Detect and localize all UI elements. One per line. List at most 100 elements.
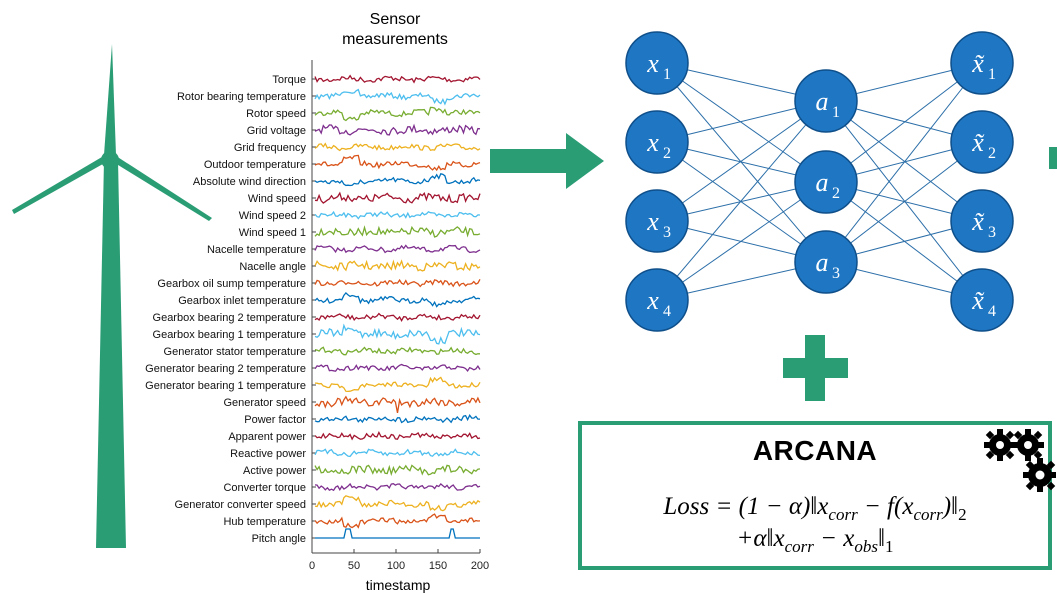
signal-line xyxy=(314,74,481,84)
x-tick-label: 0 xyxy=(309,560,315,572)
signal-label: Wind speed 1 xyxy=(239,227,306,239)
input-node-label: x xyxy=(646,128,659,157)
signal-line xyxy=(314,106,481,122)
arrow-fragment xyxy=(1049,147,1057,169)
x-tick-label: 50 xyxy=(348,560,360,572)
input-node xyxy=(625,268,689,332)
output-node-label: x̃ xyxy=(971,286,985,315)
plot-title-line1: Sensor xyxy=(369,11,421,28)
network-edge xyxy=(656,181,827,301)
hidden-node-label: a xyxy=(816,168,829,197)
output-node xyxy=(950,268,1014,332)
signal-line xyxy=(314,395,481,414)
signal-label: Nacelle temperature xyxy=(207,244,306,256)
input-node-subscript: 3 xyxy=(663,224,671,241)
signal-line xyxy=(314,376,481,393)
input-node-subscript: 1 xyxy=(663,66,671,83)
x-tick-label: 150 xyxy=(429,560,447,572)
plot-title-line2: measurements xyxy=(342,31,448,48)
signal-label: Wind speed xyxy=(248,193,306,205)
signal-label: Nacelle angle xyxy=(239,261,306,273)
signal-label: Grid voltage xyxy=(247,125,306,137)
hidden-node-subscript: 3 xyxy=(832,265,840,282)
network-edge xyxy=(825,62,983,183)
signal-line xyxy=(314,259,481,272)
signal-line xyxy=(314,464,481,477)
signal-line xyxy=(314,312,481,322)
input-node xyxy=(625,110,689,174)
signal-label: Generator speed xyxy=(223,397,306,409)
output-node-subscript: 4 xyxy=(988,303,996,320)
hidden-node-subscript: 2 xyxy=(832,185,840,202)
network-edge xyxy=(825,100,983,222)
signal-label: Gearbox oil sump temperature xyxy=(157,278,306,290)
signal-label: Converter torque xyxy=(223,482,306,494)
signal-line xyxy=(315,528,480,539)
hidden-node-label: a xyxy=(816,87,829,116)
signal-label: Active power xyxy=(243,465,306,477)
sensor-plot: 0 50 100 150 200 Torque Rotor bearing temperat… xyxy=(145,60,489,572)
hidden-node-subscript: 1 xyxy=(832,104,840,121)
output-node-subscript: 3 xyxy=(988,224,996,241)
signal-label: Torque xyxy=(272,74,306,86)
output-node xyxy=(950,31,1014,95)
network-edge xyxy=(656,62,827,183)
plus-icon xyxy=(783,335,848,401)
input-node xyxy=(625,31,689,95)
x-tick-label: 100 xyxy=(387,560,405,572)
signal-label: Gearbox bearing 1 temperature xyxy=(153,329,306,341)
hidden-node xyxy=(794,150,858,214)
network-edge xyxy=(825,62,983,263)
input-node-label: x xyxy=(646,286,659,315)
signal-label: Rotor bearing temperature xyxy=(177,91,306,103)
signal-label: Generator converter speed xyxy=(175,499,306,511)
signal-line xyxy=(314,346,480,356)
signal-label: Reactive power xyxy=(230,448,306,460)
signal-label: Wind speed 2 xyxy=(239,210,306,222)
arcana-title: ARCANA xyxy=(752,435,878,466)
loss-formula-line1: Loss = (1 − α)‖xcorr − f(xcorr)‖2 xyxy=(663,493,967,524)
gears-icon xyxy=(984,429,1056,492)
output-node xyxy=(950,189,1014,253)
signal-label: Generator bearing 1 temperature xyxy=(145,380,306,392)
signal-line xyxy=(314,154,481,172)
signal-label: Gearbox inlet temperature xyxy=(178,295,306,307)
output-node xyxy=(950,110,1014,174)
input-node xyxy=(625,189,689,253)
arcana-box: ARCANA Loss = (1 − α)‖xcorr − f(xcorr)‖2… xyxy=(578,421,1056,570)
signal-line xyxy=(314,513,481,529)
x-tick-label: 200 xyxy=(471,560,489,572)
hidden-node xyxy=(794,230,858,294)
network-edge xyxy=(825,141,983,263)
signal-line xyxy=(314,482,481,492)
signal-label: Generator bearing 2 temperature xyxy=(145,363,306,375)
signal-label: Power factor xyxy=(244,414,306,426)
signal-line xyxy=(314,191,481,204)
output-node-label: x̃ xyxy=(971,49,985,78)
signal-line xyxy=(314,142,481,152)
output-node-label: x̃ xyxy=(971,128,985,157)
network-edge xyxy=(825,100,983,301)
input-node-subscript: 2 xyxy=(663,145,671,162)
output-node-subscript: 2 xyxy=(988,145,996,162)
loss-formula-line2: +α‖xcorr − xobs‖1 xyxy=(736,525,894,556)
network-edge xyxy=(656,100,827,301)
signal-line xyxy=(314,431,481,441)
input-node-label: x xyxy=(646,49,659,78)
signal-line xyxy=(314,414,480,424)
input-node-subscript: 4 xyxy=(663,303,671,320)
signal-label: Gearbox bearing 2 temperature xyxy=(153,312,306,324)
output-node-label: x̃ xyxy=(971,207,985,236)
signal-line xyxy=(314,173,481,187)
signal-label: Rotor speed xyxy=(246,108,306,120)
signal-line xyxy=(314,363,481,372)
hidden-node xyxy=(794,69,858,133)
signal-line xyxy=(314,291,481,308)
signal-line xyxy=(314,495,481,512)
signal-label: Absolute wind direction xyxy=(193,176,306,188)
hidden-node-label: a xyxy=(816,248,829,277)
signal-label: Grid frequency xyxy=(234,142,307,154)
signal-line xyxy=(314,278,481,288)
